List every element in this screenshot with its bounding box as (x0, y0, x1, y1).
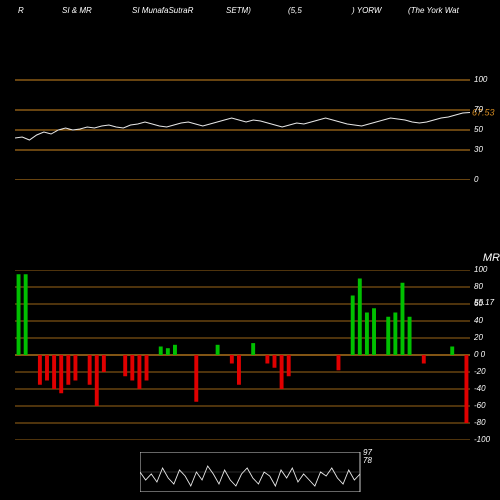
chart-header: R SI & MR SI MunafaSutraR SETM) (5,5 ) YORW (T… (0, 0, 500, 20)
y-tick: 78 (363, 456, 372, 465)
y-tick: 0 0 (474, 350, 485, 359)
y-tick: -40 (474, 384, 486, 393)
header-label: SI MunafaSutraR (132, 6, 193, 15)
mr-current-value: 55.17 (474, 298, 494, 307)
y-tick: -60 (474, 401, 486, 410)
header-label: SI & MR (62, 6, 92, 15)
y-tick: 30 (474, 145, 483, 154)
header-label: (The York Wat (408, 6, 459, 15)
y-tick: 20 (474, 333, 483, 342)
y-tick: 80 (474, 282, 483, 291)
header-label: ) YORW (352, 6, 381, 15)
y-tick: 50 (474, 125, 483, 134)
y-tick: 0 (474, 175, 478, 184)
price-rsi-panel: 67.531007050300 (15, 70, 500, 180)
y-tick: -20 (474, 367, 486, 376)
y-tick: 70 (474, 105, 483, 114)
header-label: SETM) (226, 6, 251, 15)
y-tick: -100 (474, 435, 490, 444)
y-tick: 100 (474, 75, 487, 84)
y-tick: -80 (474, 418, 486, 427)
mini-indicator-panel: 9778 (140, 452, 390, 492)
y-tick: 100 (474, 265, 487, 274)
header-label: (5,5 (288, 6, 302, 15)
mr-title: MR (483, 252, 500, 264)
header-label: R (18, 6, 24, 15)
mr-histogram-panel: MR100806040200 0-20-40-60-80-10055.17 (15, 270, 500, 440)
y-tick: 40 (474, 316, 483, 325)
